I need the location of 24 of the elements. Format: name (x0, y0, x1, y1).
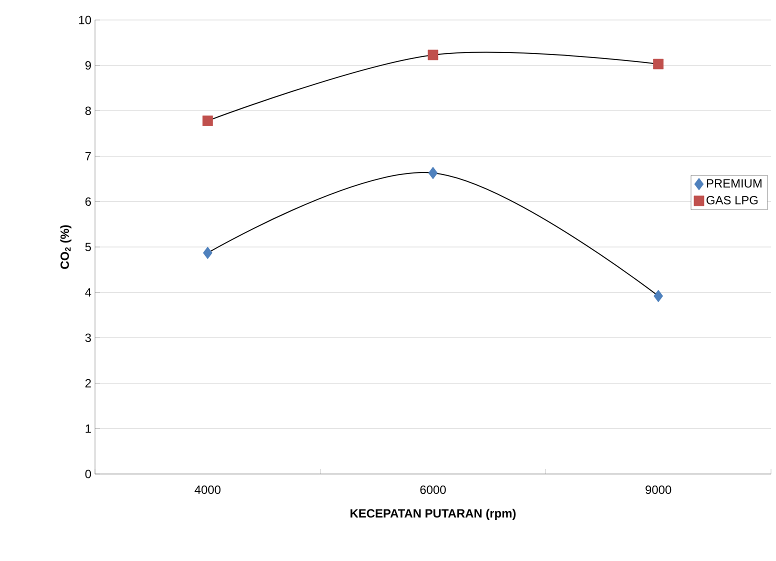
x-tick-label: 4000 (194, 486, 220, 494)
y-axis-title: CO$_{2}$ (%) (60, 225, 72, 269)
y-tick-label: 10 (79, 16, 92, 24)
legend-label: GAS LPG (706, 196, 758, 204)
legend-label: PREMIUM (706, 179, 762, 188)
y-tick-label: 3 (85, 334, 91, 342)
x-axis-title: KECEPATAN PUTARAN (rpm) (350, 508, 516, 520)
point (653, 58, 664, 70)
point (428, 50, 438, 60)
y-tick-label: 5 (85, 242, 91, 252)
y-tick-label: 1 (86, 424, 91, 433)
y-tick-label: 7 (85, 152, 91, 160)
point (202, 116, 213, 126)
point (428, 166, 438, 180)
point (202, 246, 212, 260)
y-tick-label: 2 (85, 379, 91, 388)
y-tick-label: 4 (85, 288, 92, 297)
y-tick-label: 0 (85, 470, 92, 478)
y-tick-label: 9 (85, 61, 91, 70)
y-tick-label: 6 (85, 197, 91, 206)
y-tick-label: 8 (85, 106, 91, 116)
x-tick-label: 9000 (646, 486, 672, 494)
x-tick-label: 6000 (420, 486, 446, 494)
point (654, 290, 664, 302)
